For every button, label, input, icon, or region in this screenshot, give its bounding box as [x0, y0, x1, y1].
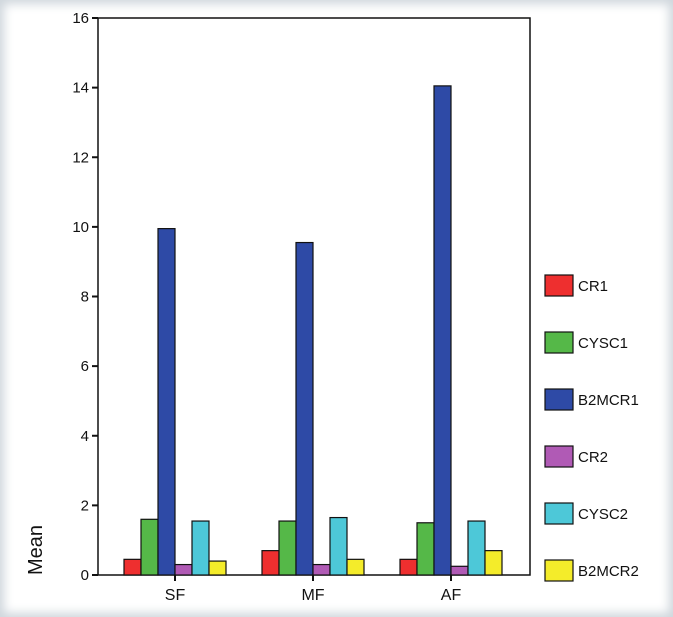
y-axis: 0 2 4 6 8 10 12 14 16 — [72, 10, 98, 584]
legend-swatch — [544, 445, 574, 468]
legend-label: CR2 — [578, 449, 608, 466]
y-tick-label: 12 — [72, 149, 89, 166]
bar-cr1-mf — [261, 550, 280, 576]
bar-cysc2-af — [467, 520, 486, 576]
bar-cysc1-af — [416, 522, 435, 576]
legend-swatch — [544, 388, 574, 411]
y-tick-label: 14 — [72, 80, 89, 97]
y-tick-label: 4 — [81, 428, 89, 445]
bar-b2mcr2-af — [484, 550, 503, 576]
y-tick-label: 16 — [72, 10, 89, 27]
y-tick-label: 6 — [81, 358, 89, 375]
x-tick-label: MF — [301, 587, 324, 604]
legend: CR1 CYSC1 B2MCR1 CR2 CYSC2 B2MCR2 — [544, 274, 639, 582]
y-axis-label: Mean — [25, 525, 47, 575]
bar-cysc1-mf — [278, 520, 297, 576]
legend-swatch — [544, 502, 574, 525]
bar-b2mcr1-af — [433, 85, 452, 576]
x-tick-label: AF — [441, 587, 462, 604]
bar-b2mcr2-mf — [346, 558, 365, 576]
bar-b2mcr1-sf — [157, 228, 176, 576]
y-tick-label: 10 — [72, 219, 89, 236]
x-tick-label: SF — [165, 587, 186, 604]
y-tick-label: 2 — [81, 497, 89, 514]
bar-b2mcr2-sf — [208, 560, 227, 576]
bars — [123, 85, 503, 576]
bar-cr1-sf — [123, 558, 142, 576]
bar-cr2-mf — [312, 563, 331, 576]
bar-cysc2-mf — [329, 516, 348, 576]
legend-swatch — [544, 274, 574, 297]
y-tick-label: 0 — [81, 567, 89, 584]
bar-cysc2-sf — [191, 520, 210, 576]
legend-label: B2MCR2 — [578, 563, 639, 580]
x-axis: SF MF AF — [165, 575, 462, 604]
bar-cr2-sf — [174, 563, 193, 576]
legend-label: CYSC1 — [578, 335, 628, 352]
legend-swatch — [544, 331, 574, 354]
bar-cr1-af — [399, 558, 418, 576]
bar-cr2-af — [450, 565, 469, 576]
legend-label: CYSC2 — [578, 506, 628, 523]
legend-label: B2MCR1 — [578, 392, 639, 409]
y-tick-label: 8 — [81, 289, 89, 306]
legend-label: CR1 — [578, 278, 608, 295]
bar-cysc1-sf — [140, 518, 159, 576]
bar-b2mcr1-mf — [295, 241, 314, 576]
legend-swatch — [544, 559, 574, 582]
